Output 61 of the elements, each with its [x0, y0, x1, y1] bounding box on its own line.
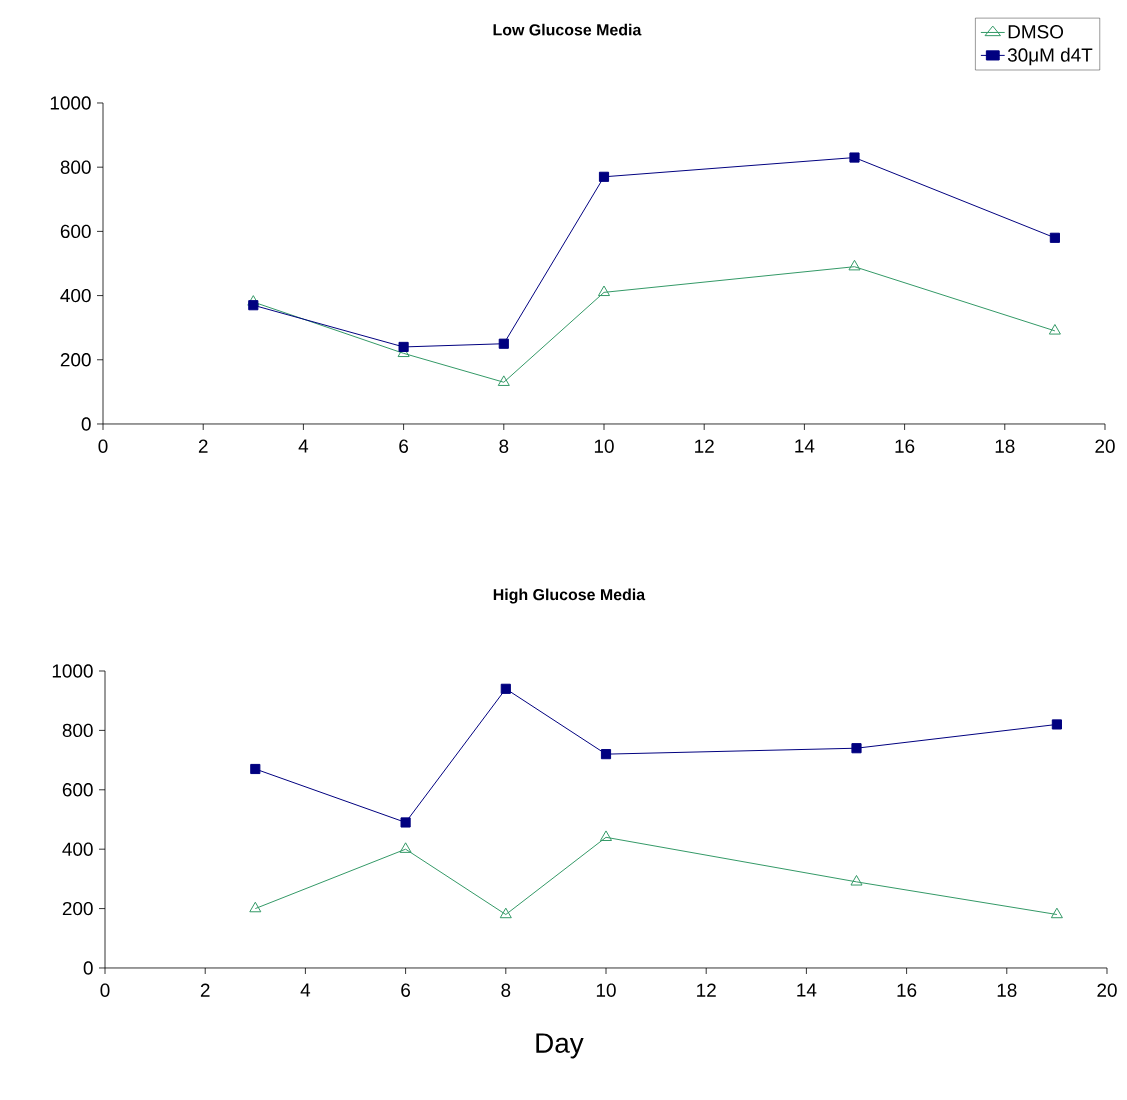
point: [1049, 232, 1060, 243]
x-tick-label: 20: [1095, 439, 1115, 453]
x-tick-label: 20: [1097, 983, 1117, 997]
x-tick-label: 10: [594, 439, 614, 453]
point: [249, 901, 262, 913]
x-tick-label: 12: [695, 439, 714, 453]
x-tick-label: 6: [401, 983, 411, 997]
x-tick-label: 2: [200, 983, 210, 997]
point: [597, 285, 611, 297]
x-tick-label: 8: [501, 983, 511, 997]
x-tick-label: 14: [795, 439, 815, 453]
x-tick-label: 12: [697, 983, 716, 997]
point: [498, 338, 509, 349]
y-tick-label: 1000: [50, 96, 91, 110]
legend-label: 30μM d4T: [1007, 47, 1093, 66]
point: [851, 743, 862, 754]
y-tick-label: 0: [81, 417, 91, 431]
point: [398, 341, 409, 353]
point: [248, 300, 259, 311]
y-tick-label: 200: [60, 353, 91, 367]
point: [599, 830, 613, 841]
y-tick-label: 600: [60, 224, 91, 239]
x-tick-label: 16: [895, 439, 915, 453]
y-tick-label: 600: [62, 783, 93, 797]
point: [1048, 324, 1061, 335]
x-tick-label: 16: [897, 983, 917, 997]
x-axis-title: Day: [536, 1033, 584, 1059]
y-tick-label: 400: [60, 288, 91, 303]
x-tick-label: 18: [995, 439, 1015, 453]
x-tick-label: 8: [499, 439, 509, 453]
x-tick-label: 4: [300, 983, 311, 997]
point: [849, 152, 860, 163]
x-tick-label: 2: [198, 439, 208, 453]
legend-label: DMSO: [1008, 25, 1064, 39]
point: [399, 842, 412, 853]
y-tick-label: 0: [83, 961, 93, 975]
x-tick-label: 6: [399, 439, 409, 453]
x-tick-label: 18: [997, 983, 1017, 997]
point: [497, 375, 510, 386]
point: [848, 259, 861, 271]
point: [500, 683, 511, 694]
y-tick-label: 800: [62, 723, 93, 738]
y-tick-label: 400: [62, 842, 93, 856]
point: [499, 907, 512, 919]
x-tick-label: 10: [596, 983, 616, 997]
x-tick-label: 14: [797, 983, 817, 997]
chart-title: Low Glucose Media: [493, 23, 642, 36]
point: [1050, 907, 1063, 919]
x-tick-label: 0: [100, 983, 110, 997]
chart-title: High Glucose Media: [493, 588, 646, 604]
point: [600, 749, 612, 760]
point: [1051, 719, 1062, 730]
y-tick-label: 800: [60, 160, 91, 174]
y-tick-label: 1000: [52, 664, 93, 678]
x-tick-label: 0: [98, 439, 108, 453]
point: [598, 171, 610, 182]
x-tick-label: 4: [298, 439, 309, 453]
point: [250, 763, 261, 775]
y-tick-label: 200: [62, 901, 93, 916]
point: [400, 817, 411, 828]
point: [850, 874, 863, 886]
